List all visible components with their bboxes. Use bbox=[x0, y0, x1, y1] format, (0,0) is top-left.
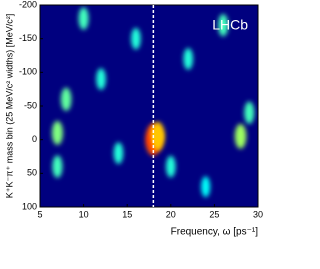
hotspot bbox=[183, 48, 193, 70]
hotspot bbox=[218, 14, 229, 37]
hotspot bbox=[234, 123, 247, 149]
annotation: LHCb bbox=[212, 17, 248, 33]
hotspot bbox=[52, 155, 63, 178]
x-tick-label: 10 bbox=[79, 209, 89, 219]
hotspot bbox=[78, 7, 89, 30]
x-tick-label: 30 bbox=[253, 209, 263, 219]
x-tick-label: 20 bbox=[166, 209, 176, 219]
y-tick-label: 0 bbox=[32, 134, 37, 144]
hotspot bbox=[166, 155, 176, 178]
y-tick-label: -200 bbox=[19, 0, 37, 9]
x-tick-label: 5 bbox=[37, 209, 42, 219]
y-tick-label: -150 bbox=[19, 33, 37, 43]
hotspot bbox=[60, 87, 72, 111]
y-tick-label: 50 bbox=[27, 168, 37, 178]
hotspot bbox=[244, 101, 255, 124]
chart: LHCb Frequency, ω [ps⁻¹] K⁺K⁻π⁺ mass bin… bbox=[4, 0, 263, 238]
hotspot-core bbox=[153, 130, 163, 143]
hotspot bbox=[51, 120, 63, 145]
hotspot bbox=[131, 27, 141, 50]
plot-background bbox=[40, 5, 258, 207]
hotspot bbox=[201, 176, 211, 198]
x-axis-label: Frequency, ω [ps⁻¹] bbox=[171, 227, 259, 238]
y-tick-label: 100 bbox=[22, 201, 37, 211]
y-tick-label: -100 bbox=[19, 67, 37, 77]
x-tick-label: 15 bbox=[122, 209, 132, 219]
x-tick-label: 25 bbox=[209, 209, 219, 219]
hotspot bbox=[96, 68, 106, 90]
y-axis-label: K⁺K⁻π⁺ mass bin (25 MeV/c² widths) [MeV/… bbox=[4, 14, 14, 199]
y-tick-label: -50 bbox=[24, 100, 37, 110]
hotspot bbox=[113, 142, 124, 164]
